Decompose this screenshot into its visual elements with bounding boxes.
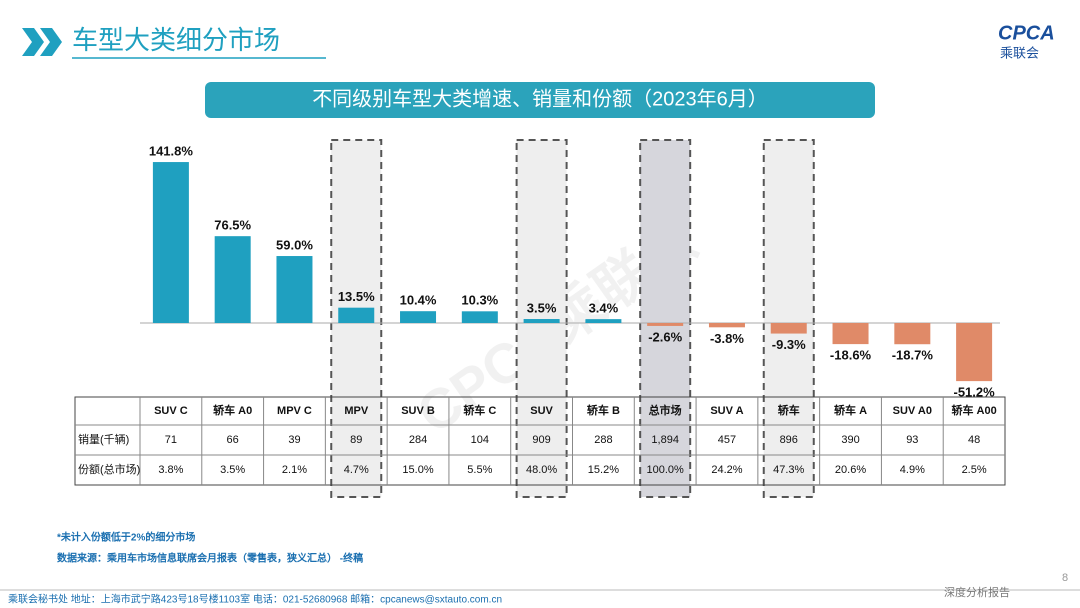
table-cell: 457 (718, 434, 736, 446)
data-label: 10.4% (400, 293, 437, 308)
table-cell: 93 (906, 434, 918, 446)
data-label: 3.5% (527, 300, 557, 315)
x-tick-label: SUV C (154, 405, 188, 417)
table-cell: 104 (471, 434, 489, 446)
x-tick-label: 轿车 B (587, 403, 620, 417)
table-cell: 20.6% (835, 464, 866, 476)
data-label: 13.5% (338, 289, 375, 304)
data-label: -18.6% (830, 348, 872, 363)
x-tick-label: SUV A (710, 405, 743, 417)
table-cell: 89 (350, 434, 362, 446)
data-label: -18.7% (892, 348, 934, 363)
highlight-box (639, 139, 692, 498)
data-label: 141.8% (149, 143, 194, 158)
data-label: -3.8% (710, 331, 744, 346)
table-cell: 896 (780, 434, 798, 446)
bar (708, 323, 745, 328)
bar (770, 323, 807, 334)
footer-text: 乘联会秘书处 地址：上海市武宁路423号18号楼1103室 电话：021-526… (8, 593, 502, 606)
table-frame (74, 396, 1006, 486)
footer-tag: 深度分析报告 (944, 585, 1010, 599)
table-cell: 48 (968, 434, 980, 446)
table-cell: 4.7% (344, 464, 369, 476)
table-cell: 284 (409, 434, 427, 446)
bar (400, 311, 437, 323)
chart-title: 不同级别车型大类增速、销量和份额（2023年6月） (312, 87, 768, 110)
page-title: 车型大类细分市场 (72, 25, 280, 55)
chart-title-box (205, 82, 875, 118)
logo-sub: 乘联会 (1000, 45, 1039, 60)
table-cell: 3.8% (158, 464, 183, 476)
bar (894, 323, 931, 345)
bar (585, 319, 622, 323)
x-tick-label: 轿车 A0 (213, 403, 252, 417)
table-cell: 909 (532, 434, 550, 446)
x-tick-label: SUV (530, 405, 553, 417)
x-tick-label: MPV C (277, 405, 312, 417)
bar (152, 162, 189, 323)
title-icon (22, 28, 62, 56)
bar (647, 323, 684, 326)
data-label: 3.4% (589, 301, 619, 316)
x-tick-label: 轿车 C (463, 403, 496, 417)
bar (461, 311, 498, 323)
table-cell: 48.0% (526, 464, 557, 476)
table-cell: 66 (227, 434, 239, 446)
x-tick-label: 轿车 (778, 403, 800, 417)
table-cell: 390 (841, 434, 859, 446)
bar (832, 323, 869, 345)
page-number: 8 (1062, 572, 1068, 584)
bar (956, 323, 993, 382)
x-tick-label: 总市场 (649, 403, 682, 417)
table-cell: 5.5% (467, 464, 492, 476)
table-cell: 100.0% (647, 464, 685, 476)
table-cell: 1,894 (651, 434, 679, 446)
data-label: 10.3% (461, 293, 498, 308)
table-cell: 4.9% (900, 464, 925, 476)
row-label: 份额(总市场) (78, 462, 140, 476)
row-label: 销量(千辆) (78, 432, 129, 446)
x-tick-label: 轿车 A00 (951, 403, 996, 417)
data-label: -2.6% (648, 329, 682, 344)
data-label: 76.5% (214, 218, 251, 233)
table-cell: 288 (594, 434, 612, 446)
table-cell: 15.2% (588, 464, 619, 476)
bar (214, 236, 251, 323)
table-cell: 39 (288, 434, 300, 446)
x-tick-label: MPV (344, 405, 369, 417)
table-cell: 71 (165, 434, 177, 446)
table-cell: 24.2% (711, 464, 742, 476)
data-label: -9.3% (772, 337, 806, 352)
note: *未计入份额低于2%的细分市场 (57, 531, 195, 544)
highlight-box (515, 139, 568, 498)
data-label: -51.2% (954, 385, 996, 400)
table-cell: 2.1% (282, 464, 307, 476)
note: 数据来源：乘用车市场信息联席会月报表（零售表，狭义汇总） -终稿 (57, 552, 363, 565)
highlight-box (762, 139, 815, 498)
bar (276, 256, 313, 323)
x-tick-label: SUV A0 (893, 405, 932, 417)
table-cell: 2.5% (962, 464, 987, 476)
x-tick-label: SUV B (401, 405, 435, 417)
table-cell: 3.5% (220, 464, 245, 476)
x-tick-label: 轿车 A (834, 403, 867, 417)
table-cell: 15.0% (402, 464, 433, 476)
table-cell: 47.3% (773, 464, 804, 476)
bar (523, 319, 560, 323)
logo: CPCA (998, 22, 1055, 44)
bar (338, 307, 375, 323)
data-label: 59.0% (276, 237, 313, 252)
